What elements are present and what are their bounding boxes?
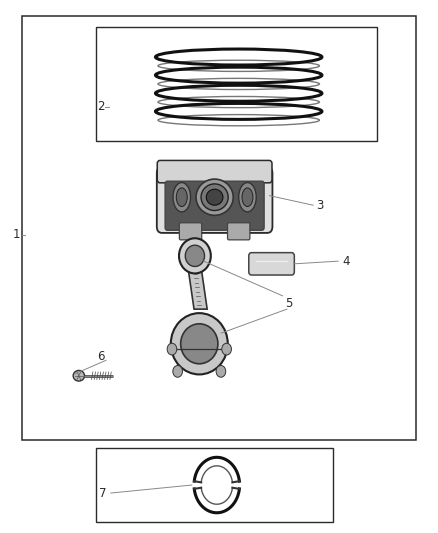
Ellipse shape — [173, 366, 183, 377]
Text: 5: 5 — [286, 297, 293, 310]
FancyBboxPatch shape — [96, 27, 377, 141]
Text: 6: 6 — [97, 350, 105, 362]
Ellipse shape — [180, 324, 218, 364]
Ellipse shape — [201, 184, 228, 211]
Ellipse shape — [179, 238, 211, 273]
FancyBboxPatch shape — [157, 160, 272, 183]
Ellipse shape — [176, 188, 187, 206]
FancyBboxPatch shape — [22, 16, 416, 440]
FancyBboxPatch shape — [165, 181, 264, 230]
Ellipse shape — [239, 182, 256, 212]
FancyBboxPatch shape — [228, 223, 250, 240]
FancyBboxPatch shape — [249, 253, 294, 275]
Ellipse shape — [167, 343, 177, 355]
Ellipse shape — [73, 370, 85, 381]
Ellipse shape — [185, 245, 205, 266]
FancyBboxPatch shape — [157, 167, 272, 233]
Text: 7: 7 — [99, 487, 107, 499]
Text: 3: 3 — [316, 199, 323, 212]
Ellipse shape — [222, 343, 231, 355]
Ellipse shape — [242, 188, 253, 206]
FancyBboxPatch shape — [180, 223, 201, 240]
Polygon shape — [188, 270, 207, 309]
Ellipse shape — [171, 313, 228, 374]
Ellipse shape — [196, 179, 233, 215]
Ellipse shape — [206, 189, 223, 205]
Ellipse shape — [173, 182, 191, 212]
FancyBboxPatch shape — [96, 448, 333, 522]
Text: 1: 1 — [13, 228, 21, 241]
Text: 4: 4 — [342, 255, 350, 268]
Ellipse shape — [216, 366, 226, 377]
Text: 2: 2 — [97, 100, 105, 113]
